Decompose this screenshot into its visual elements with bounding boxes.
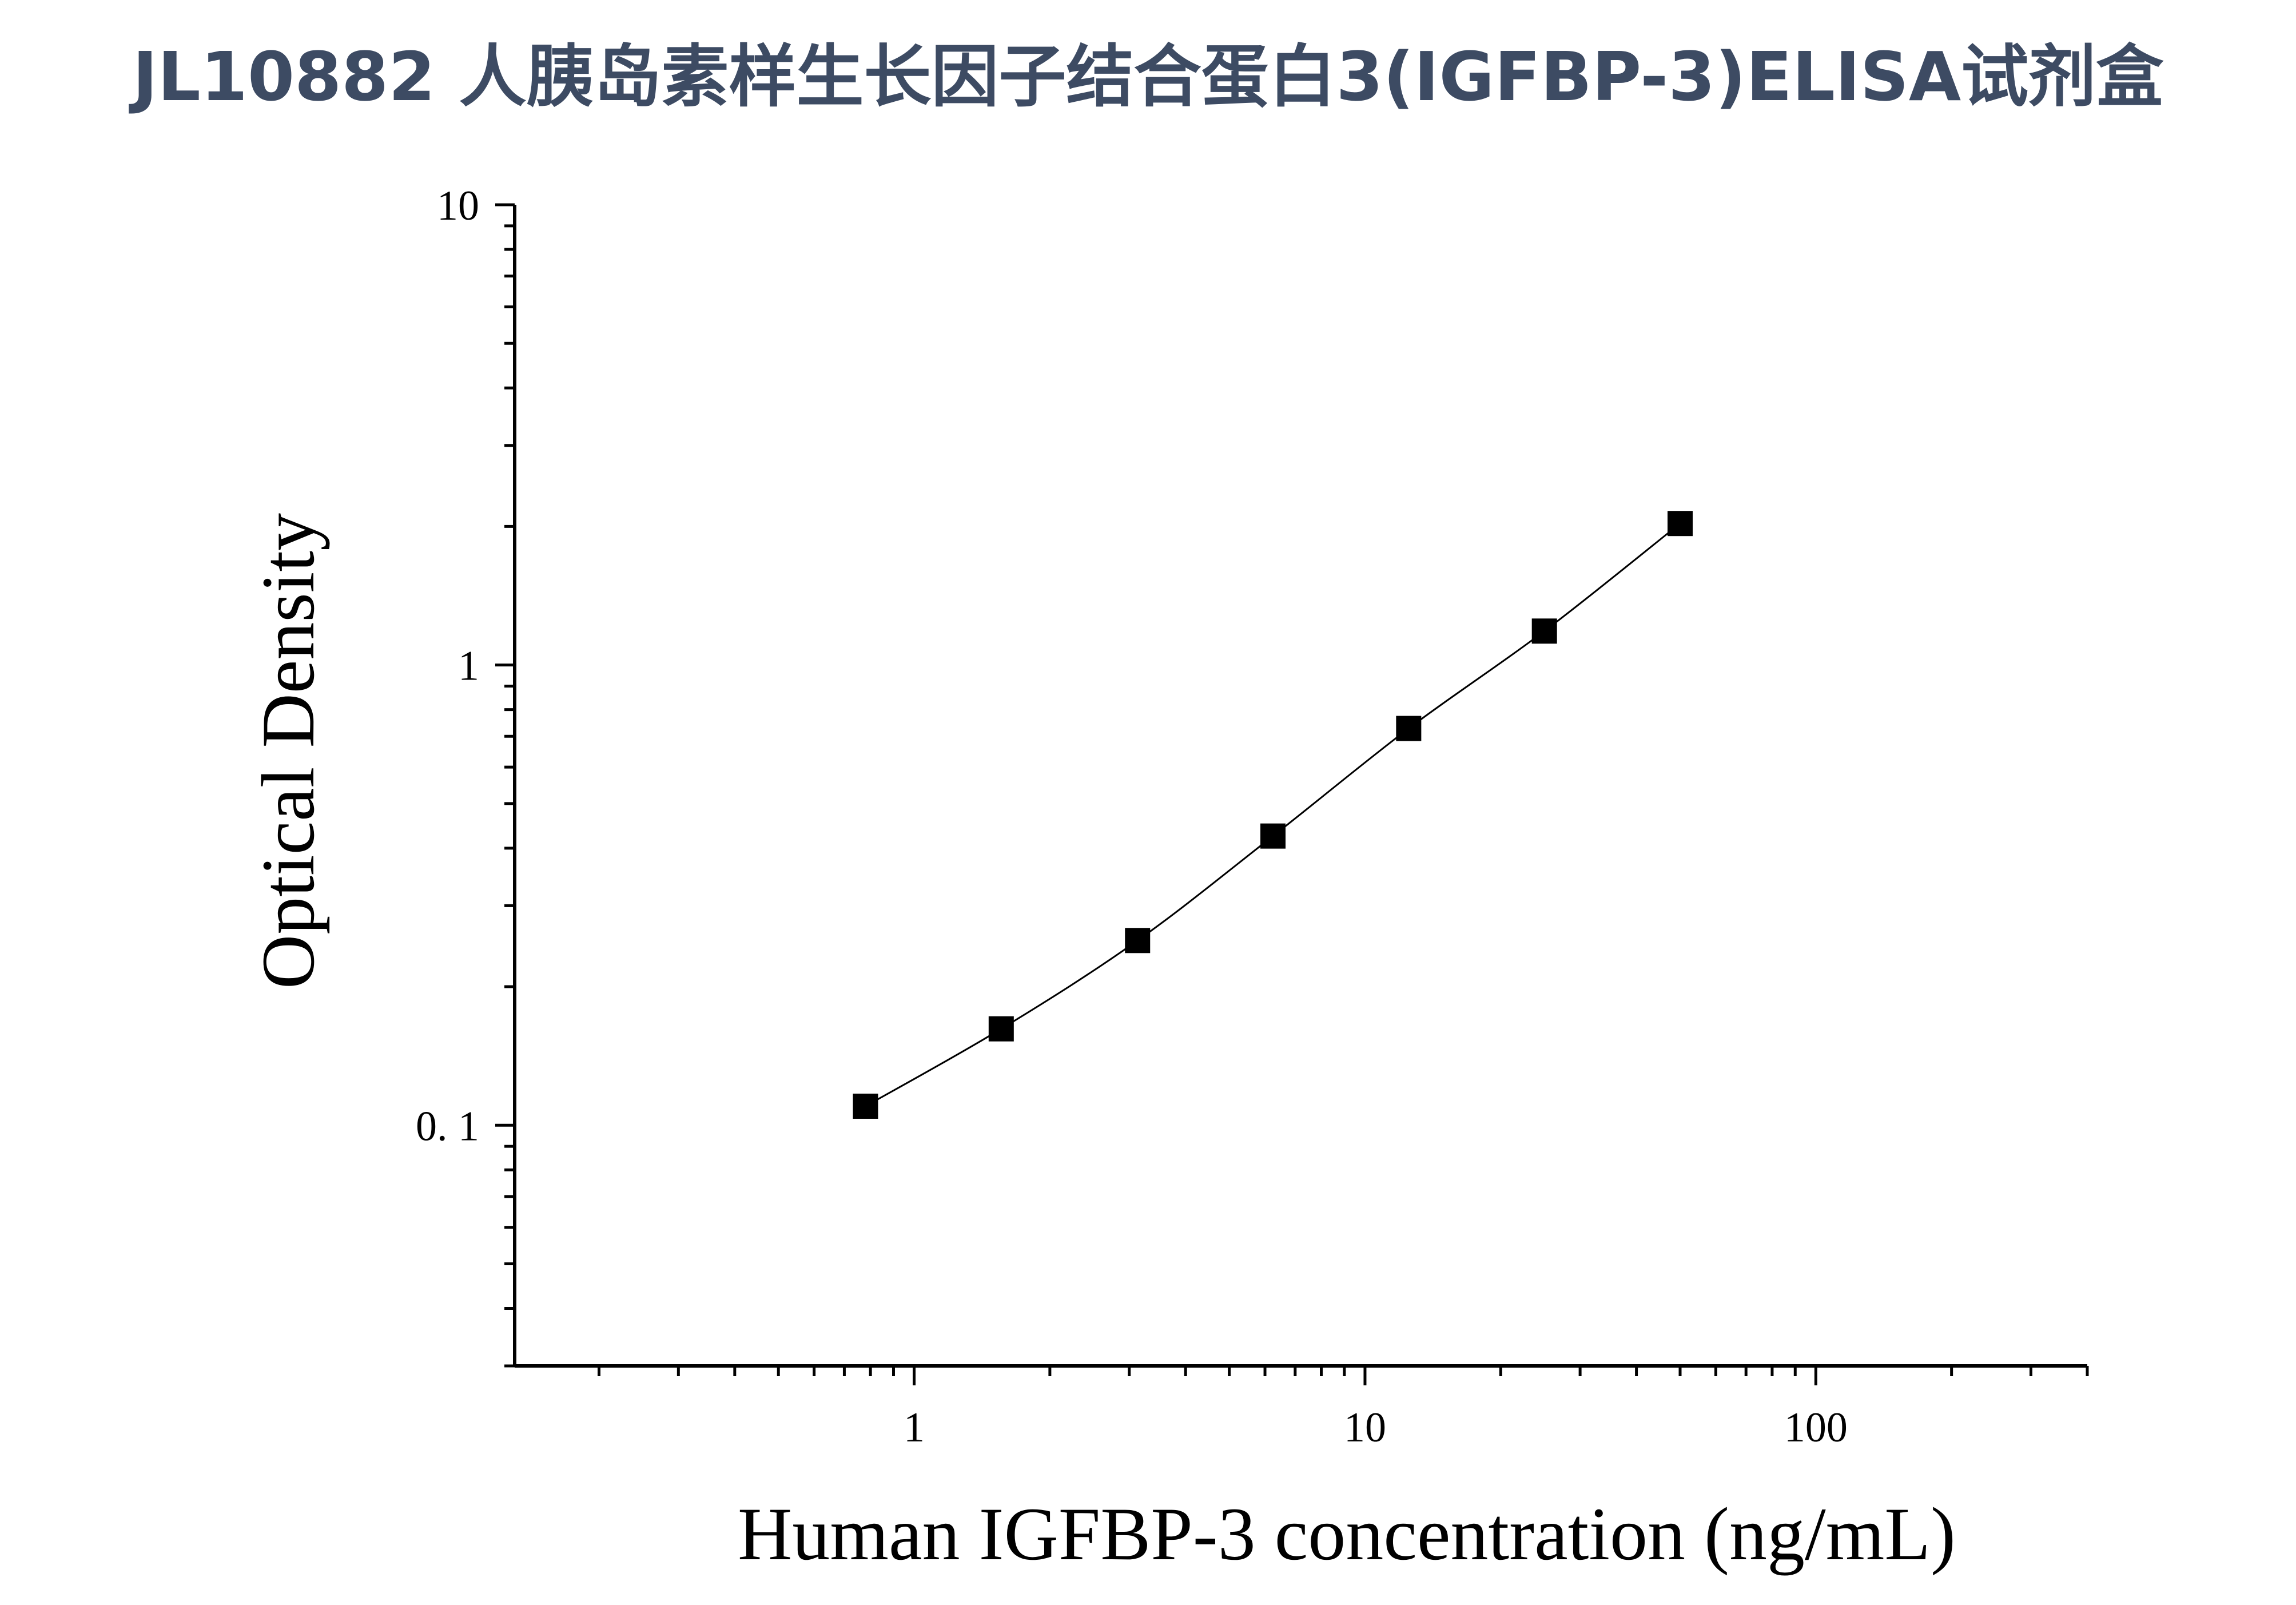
x-tick-label: 100 <box>1784 1404 1848 1451</box>
data-point <box>988 1016 1014 1042</box>
fit-curve <box>865 523 1681 1107</box>
axes <box>495 203 2089 1385</box>
y-axis-title: Optical Density <box>246 513 330 989</box>
y-tick-label: 10 <box>437 182 479 229</box>
fit-curve-group <box>865 523 1681 1107</box>
chart-title: JL10882 人胰岛素样生长因子结合蛋白3(IGFBP-3)ELISA试剂盒 <box>132 37 2164 116</box>
x-axis-title: Human IGFBP-3 concentration (ng/mL) <box>738 1492 1956 1576</box>
axis-labels-group: 0. 1 1 10 1 10 100 Human IGFBP-3 concentration… <box>246 182 1956 1576</box>
y-tick-label: 1 <box>458 643 479 690</box>
data-point <box>1531 618 1557 644</box>
data-points-group <box>853 511 1693 1119</box>
data-point <box>1125 928 1151 954</box>
y-tick-label: 0. 1 <box>416 1103 479 1150</box>
data-point <box>1396 716 1422 741</box>
x-tick-label: 1 <box>904 1404 925 1451</box>
data-point <box>853 1093 878 1119</box>
x-tick-label: 10 <box>1344 1404 1386 1451</box>
data-point <box>1260 823 1286 849</box>
data-point <box>1668 511 1693 537</box>
